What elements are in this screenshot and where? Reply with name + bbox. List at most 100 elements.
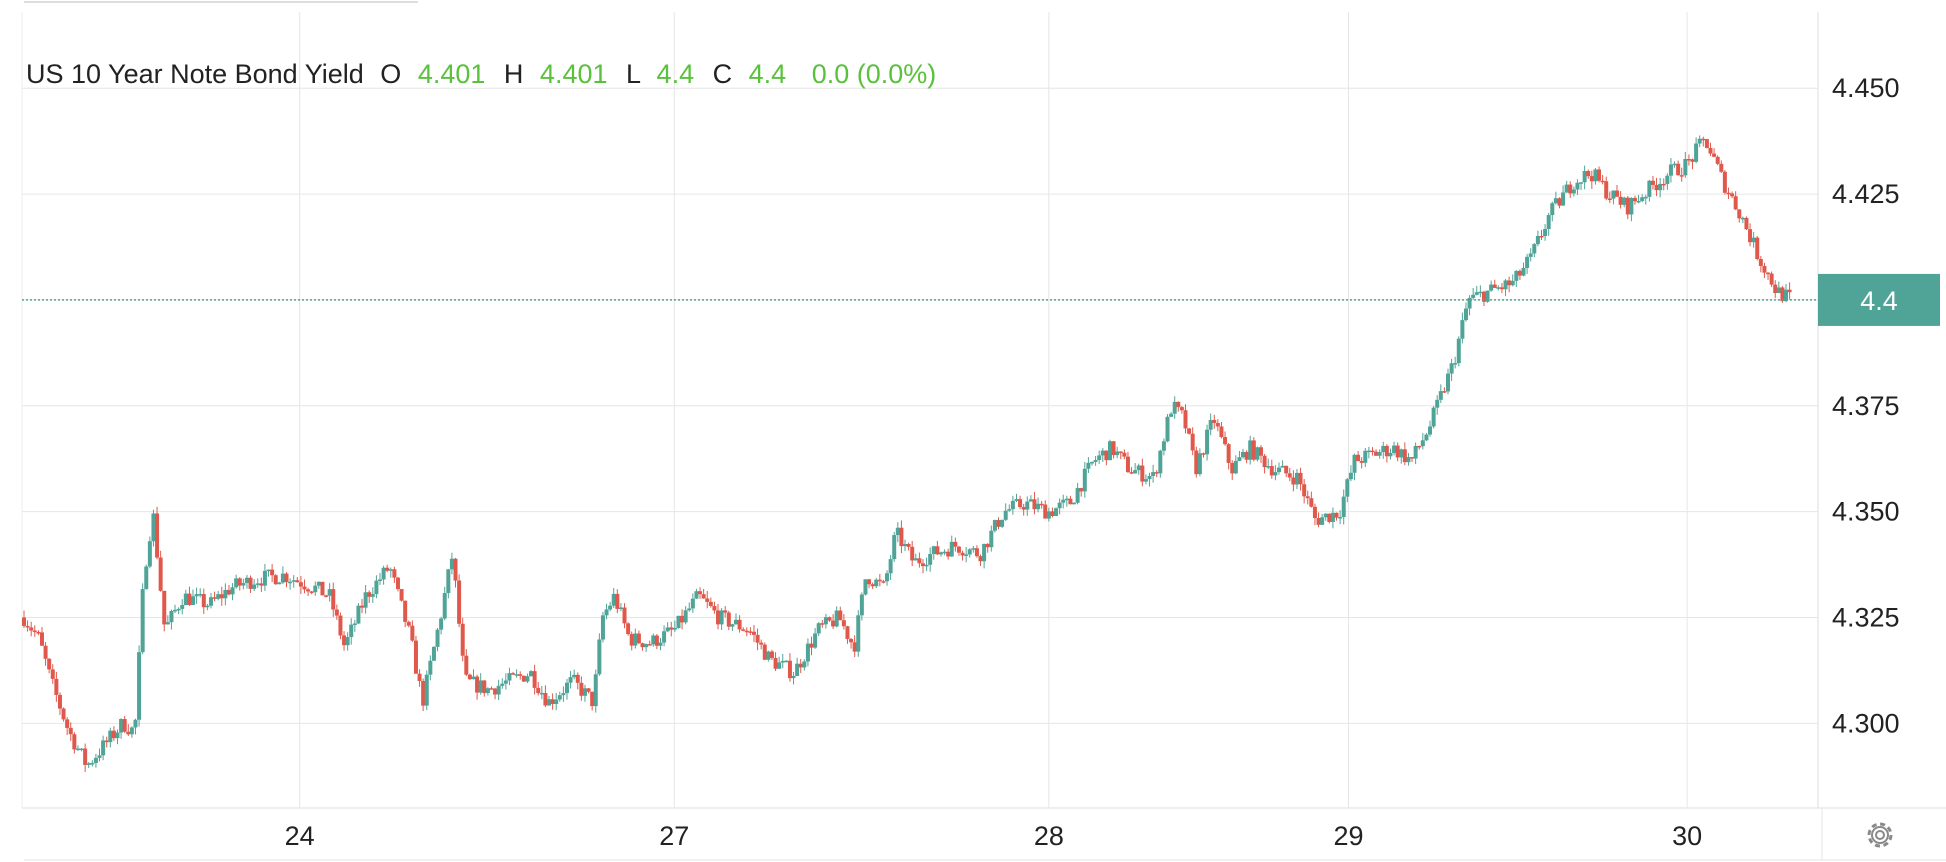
candle-body <box>1075 488 1080 503</box>
candle-body <box>144 566 149 590</box>
candle-body <box>737 619 742 630</box>
candle-body <box>97 755 102 758</box>
candle-body <box>385 567 390 571</box>
candle-body <box>266 569 271 572</box>
candle-body <box>974 548 979 557</box>
candle-body <box>1010 500 1015 510</box>
candle-body <box>1201 453 1206 455</box>
candle-body <box>1104 450 1109 461</box>
candle-body <box>1654 184 1659 191</box>
candle-body <box>1496 287 1501 289</box>
candle-body <box>111 730 116 739</box>
candle-body <box>1539 235 1544 238</box>
candle-body <box>1223 437 1228 445</box>
candle-body <box>298 582 303 587</box>
candle-body <box>719 610 724 625</box>
candle-body <box>108 730 113 743</box>
candle-body <box>748 631 753 633</box>
candle-body <box>867 579 872 585</box>
candle-body <box>68 727 73 735</box>
candle-body <box>32 630 37 633</box>
candle-body <box>1575 182 1580 190</box>
x-axis: 24 27 28 29 30 <box>285 821 1702 851</box>
candle-body <box>158 557 163 591</box>
candle-body <box>399 589 404 601</box>
candle-body <box>690 598 695 609</box>
candle-body <box>1478 291 1483 294</box>
candle-body <box>1330 512 1335 522</box>
candle-body <box>608 605 613 610</box>
candle-body <box>762 644 767 660</box>
candle-body <box>1719 163 1724 172</box>
candle-body <box>582 688 587 696</box>
candle-body <box>1190 433 1195 451</box>
candle-body <box>1107 441 1112 461</box>
candle-body <box>611 593 616 606</box>
candle-body <box>529 671 534 677</box>
candle-body <box>1262 455 1267 468</box>
candle-body <box>478 680 483 693</box>
candle-body <box>802 661 807 668</box>
candle-body <box>640 643 645 648</box>
y-tick-label: 4.325 <box>1832 602 1900 632</box>
candle-body <box>1194 450 1199 475</box>
grid <box>21 1 1946 861</box>
candle-body <box>169 610 174 623</box>
candle-body <box>1305 496 1310 499</box>
candle-body <box>1607 198 1612 201</box>
candle-body <box>280 573 285 583</box>
candle-body <box>1755 237 1760 259</box>
candle-body <box>201 594 206 608</box>
candle-body <box>1640 197 1645 202</box>
candle-body <box>1151 472 1156 476</box>
candle-body <box>1629 197 1634 215</box>
x-tick-label: 27 <box>659 821 689 851</box>
candle-body <box>507 673 512 681</box>
candle-body <box>1564 184 1569 193</box>
candle-body <box>647 644 652 646</box>
candle-body <box>284 573 289 583</box>
candle-body <box>1244 451 1249 460</box>
legend-high-value: 4.401 <box>540 59 608 89</box>
candle-body <box>733 619 738 625</box>
candle-body <box>956 546 961 553</box>
candle-body <box>514 674 519 676</box>
candle-body <box>823 617 828 625</box>
candle-body <box>1535 235 1540 245</box>
candle-body <box>1219 426 1224 438</box>
gear-icon[interactable] <box>1867 822 1893 848</box>
candle-body <box>543 692 548 706</box>
candle-body <box>564 682 569 694</box>
candle-body <box>1165 416 1170 442</box>
candle-body <box>1370 450 1375 453</box>
candle-body <box>1600 180 1605 183</box>
candle-body <box>938 552 943 555</box>
candle-body <box>1302 484 1307 497</box>
candle-body <box>1622 197 1627 205</box>
candle-body <box>176 608 181 611</box>
candle-body <box>1276 467 1281 473</box>
candle-body <box>435 629 440 647</box>
candles <box>22 135 1792 772</box>
candle-body <box>662 631 667 643</box>
candle-body <box>1043 504 1048 519</box>
candle-body <box>25 625 30 628</box>
candle-body <box>72 734 77 750</box>
candle-body <box>126 731 131 735</box>
candle-body <box>1280 465 1285 468</box>
candle-body <box>320 581 325 596</box>
candle-body <box>187 593 192 605</box>
candle-body <box>270 569 275 576</box>
candle-body <box>288 581 293 584</box>
candle-body <box>701 594 706 599</box>
candle-body <box>532 671 537 688</box>
candle-body <box>482 680 487 694</box>
candle-body <box>1136 465 1141 471</box>
candle-body <box>658 642 663 646</box>
candle-body <box>1686 159 1691 161</box>
candle-body <box>953 541 958 547</box>
candle-body <box>874 579 879 587</box>
candle-body <box>1676 163 1681 176</box>
